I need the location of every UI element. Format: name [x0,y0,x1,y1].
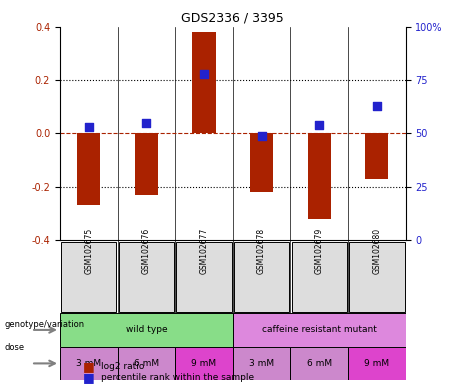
Text: ■: ■ [83,371,95,384]
Bar [308,134,331,219]
Text: 3 mM: 3 mM [76,359,101,368]
FancyBboxPatch shape [61,242,116,312]
FancyBboxPatch shape [349,242,405,312]
FancyBboxPatch shape [60,347,118,380]
FancyBboxPatch shape [291,242,347,312]
Text: 6 mM: 6 mM [307,359,332,368]
Point [200,71,207,77]
Title: GDS2336 / 3395: GDS2336 / 3395 [182,11,284,24]
Point [142,120,150,126]
Text: GSM102679: GSM102679 [315,227,324,274]
Text: dose: dose [5,343,25,352]
FancyBboxPatch shape [348,347,406,380]
Text: 9 mM: 9 mM [364,359,390,368]
FancyBboxPatch shape [233,347,290,380]
FancyBboxPatch shape [118,347,175,380]
FancyBboxPatch shape [234,242,290,312]
Point [258,132,266,139]
Text: wild type: wild type [125,325,167,334]
FancyBboxPatch shape [233,313,406,347]
Bar [135,134,158,195]
Text: genotype/variation: genotype/variation [5,320,85,329]
Text: caffeine resistant mutant: caffeine resistant mutant [262,325,377,334]
Bar [193,32,216,134]
FancyBboxPatch shape [290,347,348,380]
Bar [250,134,273,192]
FancyBboxPatch shape [175,347,233,380]
FancyBboxPatch shape [118,242,174,312]
Text: GSM102677: GSM102677 [200,227,208,274]
Text: percentile rank within the sample: percentile rank within the sample [101,372,254,382]
Point [85,124,92,130]
Point [373,103,381,109]
FancyBboxPatch shape [60,313,233,347]
Text: 3 mM: 3 mM [249,359,274,368]
FancyBboxPatch shape [176,242,231,312]
Point [315,122,323,128]
Text: log2 ratio: log2 ratio [101,362,145,371]
Text: 6 mM: 6 mM [134,359,159,368]
Text: ■: ■ [83,360,95,373]
Text: GSM102676: GSM102676 [142,227,151,274]
Bar [365,134,388,179]
Text: 9 mM: 9 mM [191,359,217,368]
Text: GSM102680: GSM102680 [372,228,381,274]
Text: GSM102675: GSM102675 [84,227,93,274]
Bar [77,134,100,205]
Text: GSM102678: GSM102678 [257,228,266,274]
